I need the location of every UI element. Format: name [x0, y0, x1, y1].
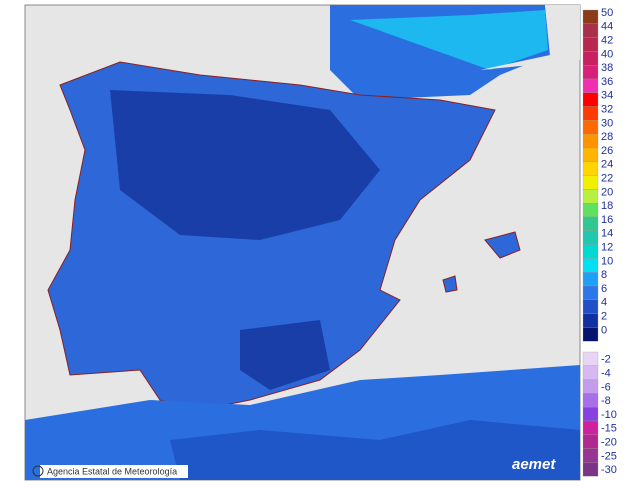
- legend-label: 40: [601, 48, 613, 60]
- map: Agencia Estatal de Meteorología aemet: [24, 4, 581, 481]
- legend-swatch: [582, 407, 599, 422]
- legend-swatch: [582, 92, 599, 107]
- credit: Agencia Estatal de Meteorología: [47, 466, 177, 476]
- legend-label: 34: [601, 90, 613, 102]
- legend-swatch: [582, 106, 599, 121]
- legend-swatch: [582, 78, 599, 93]
- legend-swatch: [582, 230, 599, 245]
- legend-swatch: [582, 65, 599, 80]
- legend-label: 10: [601, 255, 613, 267]
- legend-swatch: [582, 216, 599, 231]
- legend-label: -8: [601, 395, 611, 407]
- legend-swatch: [582, 120, 599, 135]
- ibiza: [442, 275, 458, 293]
- legend-swatch: [582, 351, 599, 366]
- legend-swatch: [582, 258, 599, 273]
- legend-swatch: [582, 379, 599, 394]
- legend-swatch: [582, 37, 599, 52]
- legend-swatch: [582, 189, 599, 204]
- legend-swatch: [582, 244, 599, 259]
- legend-swatch: [582, 147, 599, 162]
- legend-label: 28: [601, 131, 613, 143]
- legend-swatch: [582, 203, 599, 218]
- legend-swatch: [582, 365, 599, 380]
- africa: [170, 420, 580, 480]
- legend-swatch: [582, 134, 599, 149]
- legend-label: 20: [601, 186, 613, 198]
- legend: 5044424038363432302826242220181614121086…: [582, 7, 617, 477]
- legend-label: -30: [601, 464, 617, 476]
- legend-swatch: [582, 175, 599, 190]
- legend-label: -15: [601, 423, 617, 435]
- legend-label: 2: [601, 311, 607, 323]
- legend-label: 18: [601, 200, 613, 212]
- legend-label: 30: [601, 117, 613, 129]
- legend-swatch: [582, 313, 599, 328]
- legend-swatch: [582, 420, 599, 435]
- legend-label: -6: [601, 381, 611, 393]
- legend-label: 22: [601, 173, 613, 185]
- mallorca: [484, 231, 521, 259]
- france: [480, 5, 580, 70]
- legend-swatch: [582, 272, 599, 287]
- legend-label: 6: [601, 283, 607, 295]
- legend-label: 42: [601, 35, 613, 47]
- legend-label: 0: [601, 324, 607, 336]
- legend-swatch: [582, 161, 599, 176]
- legend-label: -2: [601, 354, 611, 366]
- coast-shallow: [350, 10, 548, 70]
- legend-label: 44: [601, 21, 613, 33]
- legend-swatch: [582, 23, 599, 38]
- legend-swatch: [582, 285, 599, 300]
- sierra: [240, 320, 330, 390]
- legend-label: 16: [601, 214, 613, 226]
- credit-box: [40, 465, 188, 478]
- legend-swatch: [582, 434, 599, 449]
- legend-label: -10: [601, 409, 617, 421]
- legend-label: -4: [601, 368, 611, 380]
- legend-swatch: [582, 393, 599, 408]
- legend-swatch: [582, 327, 599, 342]
- legend-label: 14: [601, 228, 613, 240]
- legend-swatch: [582, 9, 599, 24]
- logo: aemet: [512, 456, 556, 473]
- legend-swatch: [582, 462, 599, 477]
- legend-label: 36: [601, 76, 613, 88]
- legend-label: 32: [601, 104, 613, 116]
- copyright-icon: [32, 465, 44, 477]
- legend-label: 26: [601, 145, 613, 157]
- legend-label: 24: [601, 159, 613, 171]
- legend-swatch: [582, 299, 599, 314]
- inland-cold: [110, 90, 380, 240]
- legend-label: -20: [601, 437, 617, 449]
- legend-label: 12: [601, 242, 613, 254]
- legend-label: 38: [601, 62, 613, 74]
- legend-label: 50: [601, 7, 613, 19]
- legend-swatch: [582, 448, 599, 463]
- legend-label: -25: [601, 450, 617, 462]
- legend-label: 4: [601, 297, 607, 309]
- legend-swatch: [582, 51, 599, 66]
- legend-label: 8: [601, 269, 607, 281]
